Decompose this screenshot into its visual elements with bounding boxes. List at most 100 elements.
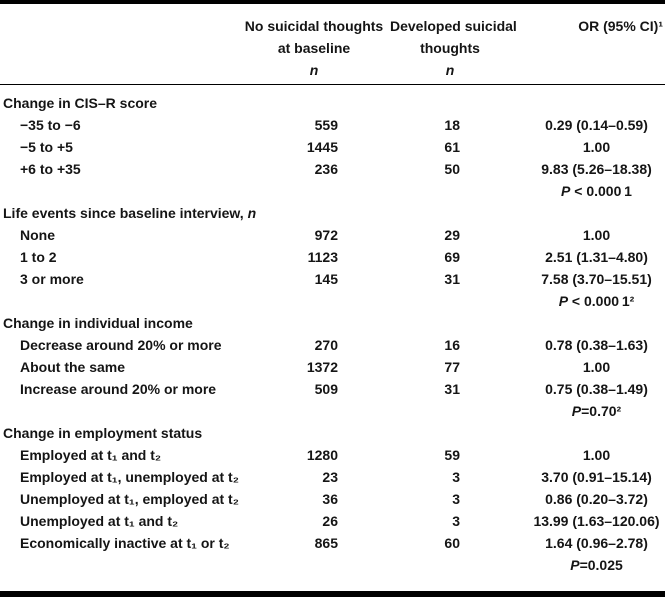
p-symbol: P: [570, 557, 580, 573]
row-label: −35 to −6: [20, 117, 81, 133]
or-value: 1.64 (0.96–2.78): [545, 535, 648, 551]
table-row: Change in individual income: [0, 312, 665, 334]
p-value: P < 0.000 1: [510, 180, 665, 202]
n-developed-value: 50: [444, 161, 460, 177]
or-value: 0.86 (0.20–3.72): [545, 491, 648, 507]
or-value: 3.70 (0.91–15.14): [541, 469, 652, 485]
n-baseline-value: 865: [314, 535, 338, 551]
table-body: Change in CIS–R score −35 to −6 559 18 0…: [0, 85, 665, 576]
table-row: Unemployed at t₁ and t₂ 26 3 13.99 (1.63…: [0, 510, 665, 532]
row-label: Employed at t₁ and t₂: [20, 447, 162, 463]
table-row: Employed at t₁, unemployed at t₂ 23 3 3.…: [0, 466, 665, 488]
n-baseline-value: 36: [322, 491, 338, 507]
table-row: About the same 1372 77 1.00: [0, 356, 665, 378]
n-baseline-value: 972: [314, 227, 338, 243]
header-developed-n-symbol: n: [445, 62, 455, 78]
or-value: 0.78 (0.38–1.63): [545, 337, 648, 353]
row-label: +6 to +35: [20, 161, 81, 177]
n-developed-value: 77: [444, 359, 460, 375]
p-value: P < 0.000 1²: [510, 290, 665, 312]
table-row: Unemployed at t₁, employed at t₂ 36 3 0.…: [0, 488, 665, 510]
row-label: Decrease around 20% or more: [20, 337, 222, 353]
header-developed-suicidal: Developed suicidal thoughts n: [390, 15, 517, 81]
row-label: Economically inactive at t₁ or t₂: [20, 535, 230, 551]
header-no-suicidal-thoughts: No suicidal thoughts at baseline n: [238, 15, 390, 81]
table-row: Employed at t₁ and t₂ 1280 59 1.00: [0, 444, 665, 466]
row-label: None: [20, 227, 55, 243]
header-or-ci: OR (95% CI)¹: [578, 18, 663, 34]
table-header: No suicidal thoughts at baseline n Devel…: [0, 4, 665, 84]
n-developed-value: 61: [444, 139, 460, 155]
or-value: 1.00: [582, 447, 611, 463]
n-baseline-value: 1123: [307, 249, 338, 265]
n-developed-value: 3: [452, 469, 460, 485]
n-baseline-value: 1280: [306, 447, 338, 463]
n-developed-value: 60: [444, 535, 460, 551]
or-value: 7.58 (3.70–15.51): [541, 271, 652, 287]
table-row: P=0.025: [0, 554, 665, 576]
table-row: 3 or more 145 31 7.58 (3.70–15.51): [0, 268, 665, 290]
header-no-suicidal-line2: at baseline: [277, 40, 351, 56]
header-developed-line1: Developed suicidal: [390, 18, 517, 34]
n-developed-value: 16: [444, 337, 460, 353]
p-value-text: =0.025: [579, 557, 623, 573]
table-row: P=0.70²: [0, 400, 665, 422]
row-label: Unemployed at t₁, employed at t₂: [20, 491, 239, 507]
table-row: Change in CIS–R score: [0, 92, 665, 114]
section-label-n-symbol: n: [247, 205, 257, 221]
n-developed-value: 59: [444, 447, 460, 463]
row-label: Increase around 20% or more: [20, 381, 217, 397]
section-label: Change in CIS–R score: [3, 95, 158, 111]
section-label: Change in individual income: [3, 315, 193, 331]
p-value-text: < 0.000 1: [570, 183, 632, 199]
n-baseline-value: 23: [322, 469, 338, 485]
or-value: 1.00: [582, 359, 611, 375]
header-developed-line2: thoughts: [420, 40, 480, 56]
n-developed-value: 18: [444, 117, 460, 133]
row-label: 3 or more: [20, 271, 84, 287]
n-developed-value: 31: [444, 271, 460, 287]
table-row: +6 to +35 236 50 9.83 (5.26–18.38): [0, 158, 665, 180]
row-label: Employed at t₁, unemployed at t₂: [20, 469, 239, 485]
table-header-rule: [0, 84, 665, 85]
or-value: 1.00: [582, 227, 611, 243]
header-no-suicidal-line1: No suicidal thoughts: [244, 18, 384, 34]
n-baseline-value: 26: [322, 513, 338, 529]
row-label: 1 to 2: [20, 249, 57, 265]
n-baseline-value: 509: [314, 381, 338, 397]
n-developed-value: 31: [444, 381, 460, 397]
n-developed-value: 3: [452, 513, 460, 529]
header-no-suicidal-n-symbol: n: [309, 62, 319, 78]
n-baseline-value: 1372: [306, 359, 338, 375]
or-value: 1.00: [582, 139, 611, 155]
n-developed-value: 3: [452, 491, 460, 507]
or-value: 0.29 (0.14–0.59): [545, 117, 648, 133]
section-label: Change in employment status: [3, 425, 203, 441]
n-developed-value: 69: [444, 249, 460, 265]
table-top-rule: [0, 0, 665, 4]
p-symbol: P: [558, 293, 569, 309]
n-developed-value: 29: [444, 227, 460, 243]
n-baseline-value: 270: [314, 337, 338, 353]
or-value: 0.75 (0.38–1.49): [545, 381, 648, 397]
n-baseline-value: 1445: [306, 139, 338, 155]
table-row: Increase around 20% or more 509 31 0.75 …: [0, 378, 665, 400]
table-row: P < 0.000 1²: [0, 290, 665, 312]
p-value: P=0.025: [510, 554, 665, 576]
table-row: Change in employment status: [0, 422, 665, 444]
table-row: −35 to −6 559 18 0.29 (0.14–0.59): [0, 114, 665, 136]
p-symbol: P: [571, 403, 582, 419]
table-row: 1 to 2 1123 69 2.51 (1.31–4.80): [0, 246, 665, 268]
n-baseline-value: 145: [314, 271, 338, 287]
section-label: Life events since baseline interview, n: [0, 202, 665, 224]
table-row: Economically inactive at t₁ or t₂ 865 60…: [0, 532, 665, 554]
p-value-text: < 0.000 1²: [568, 293, 635, 309]
table-bottom-rule: [0, 591, 665, 597]
n-baseline-value: 559: [314, 117, 338, 133]
p-value-text: =0.70²: [581, 403, 622, 419]
table-row: Life events since baseline interview, n: [0, 202, 665, 224]
p-symbol: P: [561, 183, 571, 199]
row-label: −5 to +5: [20, 139, 73, 155]
table-row: −5 to +5 1445 61 1.00: [0, 136, 665, 158]
or-value: 2.51 (1.31–4.80): [545, 249, 648, 265]
